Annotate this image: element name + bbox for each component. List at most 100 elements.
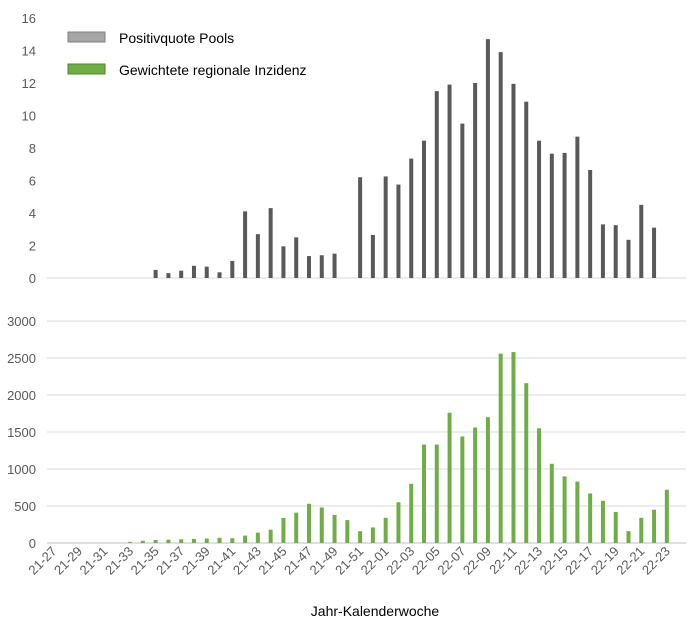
bar-22-15	[562, 476, 567, 543]
x-tick-label: 22-15	[537, 544, 571, 578]
bar-22-11	[511, 352, 516, 543]
bar-21-36	[166, 273, 171, 278]
bar-22-22	[652, 227, 657, 278]
y-tick-label: 14	[22, 44, 36, 59]
bar-22-14	[549, 153, 554, 278]
bottom-gridlines	[47, 320, 686, 544]
bar-21-42	[243, 211, 248, 278]
bar-21-39	[204, 538, 209, 543]
bar-22-17	[588, 169, 593, 278]
y-tick-label: 2500	[7, 351, 36, 366]
x-tick-label: 22-17	[562, 544, 596, 578]
bar-21-40	[217, 537, 222, 543]
bar-22-04	[422, 444, 427, 543]
bar-21-46	[294, 237, 299, 278]
bar-22-01	[383, 176, 388, 278]
bar-22-06	[447, 412, 452, 543]
bar-22-10	[498, 353, 503, 543]
bar-22-01	[383, 517, 388, 543]
bar-22-03	[409, 158, 414, 278]
bar-22-12	[524, 101, 529, 278]
y-tick-label: 4	[29, 206, 36, 221]
bar-21-35	[153, 540, 158, 543]
y-tick-label: 1000	[7, 462, 36, 477]
bar-21-46	[294, 512, 299, 543]
bar-22-16	[575, 136, 580, 278]
x-tick-label: 21-33	[102, 544, 136, 578]
bar-22-08	[473, 427, 478, 543]
bar-21-48	[319, 255, 324, 278]
bar-22-14	[549, 463, 554, 543]
bar-22-15	[562, 152, 567, 278]
x-tick-label: 21-51	[332, 544, 366, 578]
top-gridlines	[47, 277, 686, 279]
bar-22-18	[600, 224, 605, 278]
bar-21-49	[332, 514, 337, 543]
x-tick-label: 22-19	[588, 544, 622, 578]
x-tick-label: 21-35	[128, 544, 162, 578]
bar-21-38	[191, 265, 196, 278]
bar-22-23	[664, 489, 669, 543]
bar-21-47	[306, 256, 311, 278]
bar-21-45	[281, 246, 286, 278]
y-tick-label: 1500	[7, 425, 36, 440]
bar-21-35	[153, 269, 158, 278]
x-tick-label: 22-03	[383, 544, 417, 578]
bar-21-36	[166, 539, 171, 543]
x-axis-title: Jahr-Kalenderwoche	[311, 603, 440, 619]
legend-swatch-positivquote	[67, 31, 106, 43]
bar-21-34	[140, 540, 145, 543]
bar-21-40	[217, 272, 222, 278]
y-tick-label: 2000	[7, 388, 36, 403]
y-tick-label: 8	[29, 141, 36, 156]
bar-22-17	[588, 493, 593, 543]
legend-label-inzidenz: Gewichtete regionale Inzidenz	[119, 62, 307, 78]
bar-21-37	[179, 270, 184, 278]
bar-22-19	[613, 511, 618, 543]
y-tick-label: 500	[14, 499, 36, 514]
x-tick-label: 21-47	[281, 544, 315, 578]
bar-22-13	[537, 428, 542, 543]
bottom-y-tick-labels: 0 500 1000 1500 2000 2500 3000	[7, 314, 36, 551]
x-tick-label: 21-41	[204, 544, 238, 578]
bar-21-41	[230, 260, 235, 278]
bar-21-42	[243, 535, 248, 543]
x-tick-label: 22-01	[358, 544, 392, 578]
x-tick-label: 22-13	[511, 544, 545, 578]
x-tick-label: 22-07	[434, 544, 468, 578]
bar-21-43	[255, 532, 260, 543]
bar-22-02	[396, 502, 401, 543]
top-y-tick-labels: 0 2 4 6 8 10 12 14 16	[22, 11, 36, 286]
x-tick-label: 22-21	[613, 544, 647, 578]
x-tick-labels: 21-2721-2921-3121-3321-3521-3721-3921-41…	[25, 544, 673, 578]
bar-21-52	[370, 234, 375, 278]
x-tick-label: 21-29	[51, 544, 85, 578]
x-tick-label: 21-31	[77, 544, 111, 578]
bar-21-39	[204, 266, 209, 278]
bar-22-10	[498, 52, 503, 278]
bar-21-49	[332, 253, 337, 278]
bar-21-51	[358, 531, 363, 543]
y-tick-label: 16	[22, 11, 36, 26]
bar-22-22	[652, 509, 657, 543]
x-tick-label: 22-09	[460, 544, 494, 578]
legend-label-positivquote: Positivquote Pools	[119, 30, 234, 46]
bar-22-06	[447, 84, 452, 278]
bar-21-41	[230, 538, 235, 543]
bar-22-18	[600, 500, 605, 543]
bar-22-09	[485, 39, 490, 278]
x-tick-label: 21-39	[179, 544, 213, 578]
y-tick-label: 6	[29, 174, 36, 189]
bar-22-21	[639, 517, 644, 543]
bar-21-44	[268, 208, 273, 278]
bar-22-21	[639, 204, 644, 278]
bar-22-20	[626, 239, 631, 278]
bar-22-09	[485, 417, 490, 543]
y-tick-label: 0	[29, 271, 36, 286]
bar-21-44	[268, 529, 273, 543]
legend-swatch-inzidenz	[67, 63, 106, 75]
bar-21-50	[345, 520, 350, 543]
bar-21-51	[358, 177, 363, 278]
bar-22-13	[537, 140, 542, 278]
